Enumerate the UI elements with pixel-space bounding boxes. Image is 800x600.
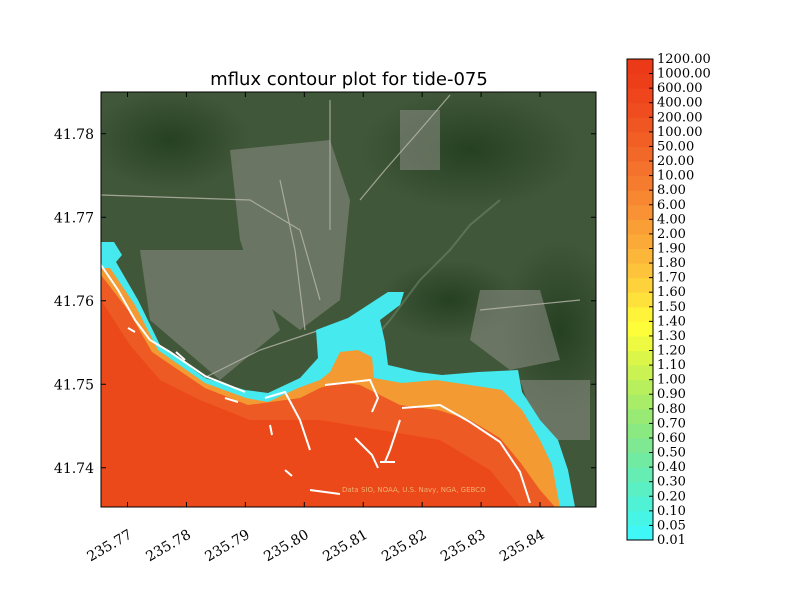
colorbar-tick-label: 0.80 xyxy=(657,402,686,417)
colorbar-segment xyxy=(627,525,653,541)
colorbar-segment xyxy=(627,277,653,293)
colorbar-segment xyxy=(627,233,653,249)
colorbar-segment xyxy=(627,496,653,512)
colorbar-segment xyxy=(627,510,653,526)
colorbar-tick-label: 1.80 xyxy=(657,256,686,271)
colorbar-tick-label: 0.70 xyxy=(657,416,686,431)
colorbar-tick-label: 1000.00 xyxy=(657,67,711,82)
colorbar-segment xyxy=(627,263,653,279)
colorbar-tick-label: 400.00 xyxy=(657,96,703,111)
x-tick-label: 235.83 xyxy=(438,527,488,565)
colorbar-segment xyxy=(627,88,653,104)
x-tick-label: 235.79 xyxy=(202,527,252,565)
colorbar-tick-label: 0.40 xyxy=(657,460,686,475)
urban-areas xyxy=(140,110,590,440)
colorbar-segment xyxy=(627,248,653,264)
colorbar-tick-label: 1.50 xyxy=(657,300,686,315)
colorbar-segment xyxy=(627,59,653,75)
colorbar-segment xyxy=(627,219,653,235)
colorbar-segment xyxy=(627,437,653,454)
x-tick-label: 235.82 xyxy=(379,527,429,565)
colorbar-tick-label: 8.00 xyxy=(657,183,686,198)
colorbar-tick-label: 1.00 xyxy=(657,373,686,388)
x-tick-label: 235.80 xyxy=(261,527,311,565)
colorbar-segment xyxy=(627,73,653,89)
y-tick-label: 41.78 xyxy=(54,127,94,143)
colorbar-segment xyxy=(627,190,653,206)
colorbar-tick-label: 1.40 xyxy=(657,314,686,329)
colorbar-segment xyxy=(627,394,653,410)
y-tick-label: 41.76 xyxy=(54,294,94,310)
x-tick-label: 235.84 xyxy=(497,527,548,565)
y-tick-label: 41.75 xyxy=(54,377,94,393)
colorbar-tick-label: 1200.00 xyxy=(657,52,711,67)
colorbar-segment xyxy=(627,161,653,177)
y-axis: 41.74 41.75 41.76 41.77 41.78 xyxy=(54,127,596,477)
colorbar-segment xyxy=(627,408,653,424)
colorbar-segment xyxy=(627,102,653,118)
y-tick-label: 41.77 xyxy=(54,210,94,226)
colorbar-tick-label: 6.00 xyxy=(657,198,686,213)
colorbar-tick-label: 1.70 xyxy=(657,271,686,286)
colorbar-segment xyxy=(627,117,653,133)
colorbar-tick-label: 2.00 xyxy=(657,227,686,242)
colorbar-segment xyxy=(627,321,653,337)
colorbar-segment xyxy=(627,350,653,366)
colorbar-segment xyxy=(627,379,653,395)
colorbar-segment xyxy=(627,306,653,322)
colorbar: 0.010.050.100.200.300.400.500.600.700.80… xyxy=(626,52,711,548)
map-plot-area: Data SIO, NOAA, U.S. Navy, NGA, GEBCO xyxy=(101,92,596,507)
river xyxy=(359,199,501,356)
colorbar-tick-label: 10.00 xyxy=(657,169,694,184)
colorbar-tick-label: 0.60 xyxy=(657,431,686,446)
colorbar-tick-label: 0.90 xyxy=(657,387,686,402)
colorbar-tick-label: 50.00 xyxy=(657,139,694,154)
colorbar-tick-label: 0.10 xyxy=(657,504,686,519)
colorbar-tick-label: 4.00 xyxy=(657,212,686,227)
colorbar-tick-label: 0.01 xyxy=(657,533,686,548)
colorbar-tick-label: 20.00 xyxy=(657,154,694,169)
colorbar-tick-label: 1.30 xyxy=(657,329,686,344)
colorbar-segment xyxy=(627,204,653,220)
x-tick-label: 235.77 xyxy=(84,527,134,565)
x-tick-label: 235.78 xyxy=(143,527,193,565)
colorbar-segment xyxy=(627,365,653,381)
colorbar-tick-label: 0.20 xyxy=(657,489,686,504)
breakwaters xyxy=(101,264,531,504)
map-attribution: Data SIO, NOAA, U.S. Navy, NGA, GEBCO xyxy=(342,486,486,494)
colorbar-tick-label: 100.00 xyxy=(657,125,703,140)
colorbar-segment xyxy=(627,146,653,162)
colorbar-segment xyxy=(627,131,653,147)
colorbar-segment xyxy=(627,481,653,497)
colorbar-segment xyxy=(627,452,653,468)
y-tick-label: 41.74 xyxy=(54,461,94,477)
colorbar-tick-label: 0.30 xyxy=(657,475,686,490)
colorbar-tick-label: 0.05 xyxy=(657,518,686,533)
colorbar-tick-label: 1.20 xyxy=(657,344,686,359)
colorbar-tick-label: 1.60 xyxy=(657,285,686,300)
colorbar-segment xyxy=(627,335,653,352)
flux-highest xyxy=(101,300,520,507)
colorbar-segment xyxy=(627,467,653,483)
colorbar-segment xyxy=(627,292,653,308)
colorbar-tick-label: 1.90 xyxy=(657,241,686,256)
chart-title: mflux contour plot for tide-075 xyxy=(210,69,488,90)
x-tick-label: 235.81 xyxy=(320,527,370,565)
colorbar-tick-label: 1.10 xyxy=(657,358,686,373)
roads xyxy=(101,94,581,381)
plot-frame xyxy=(100,91,597,508)
colorbar-frame xyxy=(626,58,654,541)
colorbar-segment xyxy=(627,175,653,191)
colorbar-tick-label: 200.00 xyxy=(657,110,703,125)
colorbar-segment xyxy=(627,423,653,439)
colorbar-tick-label: 600.00 xyxy=(657,81,703,96)
colorbar-tick-label: 0.50 xyxy=(657,446,686,461)
